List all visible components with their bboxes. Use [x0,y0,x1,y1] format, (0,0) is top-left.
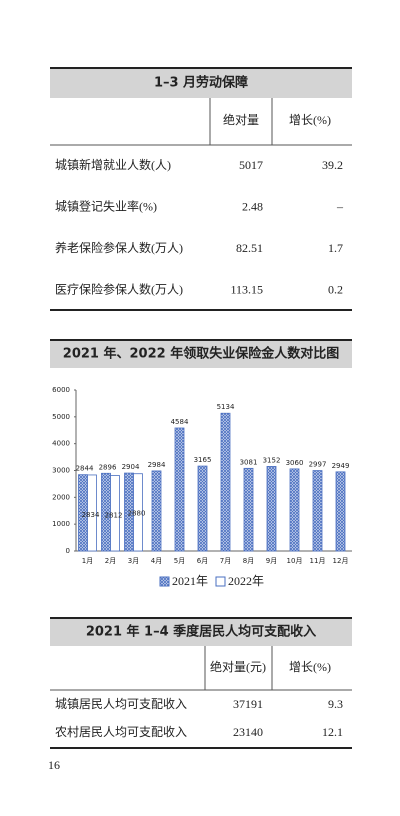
column-header: 增长(%) [289,660,331,674]
legend-swatch [159,576,170,587]
bar [312,470,323,552]
x-tick-label: 2月 [105,557,116,565]
column-header: 增长(%) [289,113,331,127]
x-tick-label: 8月 [243,557,254,565]
bar [243,467,254,552]
x-tick-label: 6月 [197,557,208,565]
chart-title: 2021 年、2022 年领取失业保险金人数对比图 [63,346,339,362]
bar [197,465,208,552]
cell-growth: 12.1 [322,725,343,739]
x-tick-label: 11月 [310,557,326,565]
table-title: 1–3 月劳动保障 [154,75,248,91]
bar [266,466,277,552]
y-tick-label: 3000 [52,467,70,475]
row-label: 城镇居民人均可支配收入 [55,697,187,711]
cell-value: 5017 [239,158,263,172]
data-label: 3060 [286,459,304,467]
cell-growth: – [336,199,344,213]
data-label: 3081 [240,458,258,466]
x-tick-label: 7月 [220,557,231,565]
row-label: 城镇登记失业率(%) [55,198,157,213]
x-tick-label: 5月 [174,557,185,565]
table-header-bg [50,68,352,98]
cell-value: 23140 [233,725,263,739]
data-label: 2834 [82,511,100,519]
data-label: 2949 [332,462,350,470]
chart: 0 1000 2000 3000 4000 5000 6000 1月 2844 2834 2月 289… [52,386,352,588]
x-tick-label: 10月 [287,557,303,565]
page-number: 16 [48,758,60,772]
cell-value: 113.15 [230,282,263,296]
data-label: 4584 [171,418,189,426]
bar [174,427,185,552]
cell-growth: 39.2 [322,158,343,172]
chart-header-bg [50,340,352,368]
y-tick-label: 5000 [52,413,70,421]
row-label: 城镇新增就业人数(人) [55,157,171,172]
data-label: 3152 [263,456,281,464]
bar [335,471,346,552]
y-tick-label: 0 [66,547,70,555]
data-label: 2844 [76,465,94,473]
table-body: 绝对量 增长(%) 城镇新增就业人数(人) 5017 39.2 城镇登记失业率(%) 2.4… [55,112,344,297]
data-label: 3165 [194,456,212,464]
x-tick-label: 4月 [151,557,162,565]
data-label: 2984 [148,461,166,469]
data-label: 2812 [105,512,123,520]
cell-growth: 9.3 [328,697,343,711]
table-title: 2021 年 1–4 季度居民人均可支配收入 [86,624,316,640]
bar [87,474,97,552]
x-tick-label: 9月 [266,557,277,565]
y-tick-label: 6000 [52,386,70,394]
bar [133,473,143,552]
row-label: 医疗保险参保人数(万人) [55,281,183,296]
column-header: 绝对量 [223,112,259,127]
y-tick-label: 4000 [52,440,70,448]
legend-label: 2021年 [172,574,208,588]
cell-growth: 0.2 [328,282,343,296]
x-tick-label: 3月 [128,557,139,565]
table-header-bg [50,618,352,646]
legend-swatch [215,576,226,587]
y-tick-label: 2000 [52,493,70,501]
bar [289,468,300,552]
data-label: 2997 [309,461,327,469]
data-label: 2904 [122,463,140,471]
bar [151,470,162,552]
y-tick-label: 1000 [52,520,70,528]
legend-label: 2022年 [228,574,264,588]
cell-value: 37191 [233,697,263,711]
data-label: 5134 [217,403,235,411]
table-body: 绝对量(元) 增长(%) 城镇居民人均可支配收入 37191 9.3 农村居民人均可支配收… [55,659,343,739]
data-label: 2880 [128,510,146,518]
cell-growth: 1.7 [328,241,343,255]
row-label: 养老保险参保人数(万人) [55,240,183,255]
data-label: 2896 [99,463,117,471]
row-label: 农村居民人均可支配收入 [55,725,187,739]
cell-value: 2.48 [242,199,263,213]
bar [220,412,231,552]
x-tick-label: 1月 [82,557,93,565]
column-header: 绝对量(元) [210,659,266,674]
x-tick-label: 12月 [333,557,349,565]
bar [110,475,120,552]
cell-value: 82.51 [236,241,263,255]
